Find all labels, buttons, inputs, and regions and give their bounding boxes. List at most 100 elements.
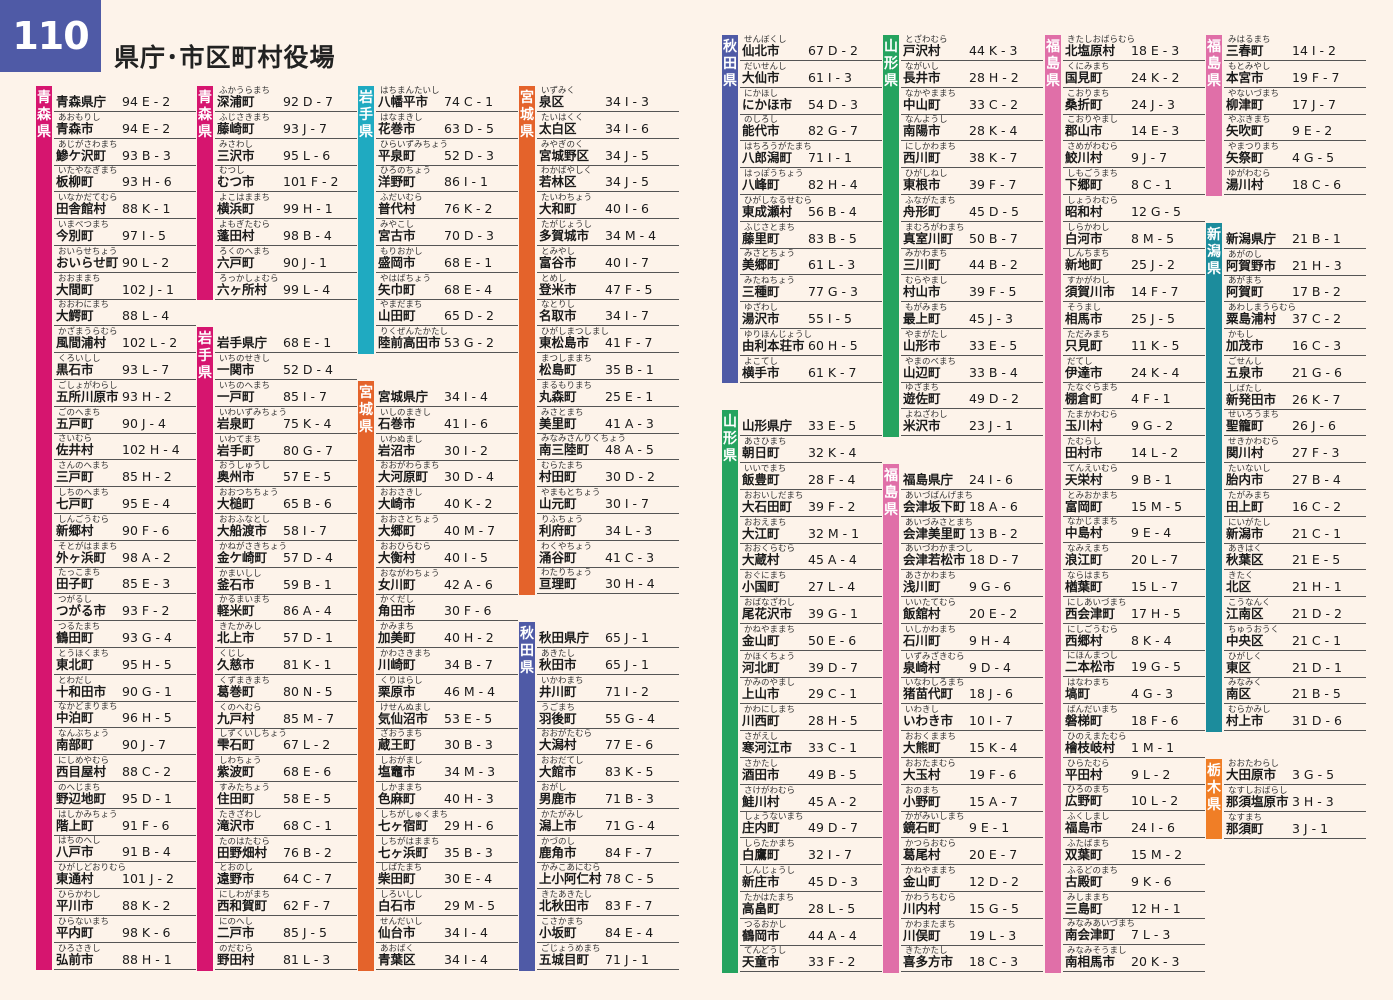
municipality-name: 九戸村 xyxy=(217,710,255,726)
map-grid-reference: 18 C - 3 xyxy=(969,954,1019,970)
municipality-name: 白河市 xyxy=(1065,230,1103,246)
prefecture-label: 栃木県 xyxy=(1207,763,1221,813)
furigana: もりおかし xyxy=(380,246,423,257)
municipality-entry: ひらかわし 平川市 88 K - 2 xyxy=(54,890,196,917)
row-divider xyxy=(54,459,196,461)
row-divider xyxy=(1224,462,1366,464)
map-grid-reference: 92 D - 7 xyxy=(283,94,333,109)
row-divider xyxy=(1063,810,1205,812)
municipality-name: 色麻町 xyxy=(378,791,416,806)
furigana: おおえまち xyxy=(744,517,787,528)
municipality-name: 矢祭町 xyxy=(1226,150,1264,166)
map-grid-reference: 19 L - 3 xyxy=(969,927,1017,943)
row-divider xyxy=(376,164,518,166)
row-divider xyxy=(537,808,679,809)
municipality-entry: ふじさきまち 藤崎町 93 J - 7 xyxy=(215,113,357,140)
municipality-name: 富谷市 xyxy=(539,254,577,270)
municipality-entry: ごしょがわらし 五所川原市 93 H - 2 xyxy=(54,381,196,408)
municipality-entry: いわきし いわき市 10 I - 7 xyxy=(901,705,1043,732)
map-grid-reference: 57 D - 4 xyxy=(283,549,333,565)
row-divider xyxy=(740,649,882,651)
municipality-entry: いなわしろまち 猪苗代町 18 J - 6 xyxy=(901,678,1043,705)
furigana: ふじさとまち xyxy=(744,222,796,233)
furigana: にしめやむら xyxy=(58,756,110,766)
map-grid-reference: 16 C - 2 xyxy=(1292,498,1342,514)
furigana: いちのせきし xyxy=(219,354,271,365)
row-divider xyxy=(215,352,357,354)
furigana: きたしおばらむら xyxy=(1067,35,1136,45)
furigana: そとがはままち xyxy=(58,541,118,552)
row-divider xyxy=(54,593,196,595)
municipality-entry: かみこあにむら 上小阿仁村 78 C - 5 xyxy=(537,863,679,890)
municipality-entry: しずくいしちょう 雫石町 67 L - 2 xyxy=(215,729,357,756)
municipality-name: 村山市 xyxy=(903,284,941,300)
furigana: おおさとちょう xyxy=(380,515,440,525)
map-grid-reference: 40 I - 6 xyxy=(605,201,649,217)
municipality-entry: たまかわむら 玉川村 9 G - 2 xyxy=(1063,410,1205,437)
map-grid-reference: 90 J - 1 xyxy=(283,254,327,270)
furigana: あきたし xyxy=(541,649,576,659)
row-divider xyxy=(54,915,196,916)
municipality-name: 宮城県庁 xyxy=(378,389,429,404)
furigana: わくやちょう xyxy=(541,541,593,552)
row-divider xyxy=(901,757,1043,758)
furigana: みやぎのく xyxy=(541,139,584,150)
row-divider xyxy=(901,864,1043,866)
furigana: いまべつまち xyxy=(58,220,110,230)
map-grid-reference: 44 A - 4 xyxy=(808,927,857,943)
municipality-name: 柳津町 xyxy=(1226,96,1264,112)
map-grid-reference: 18 D - 7 xyxy=(969,552,1019,568)
furigana: しおがまし xyxy=(380,756,423,767)
furigana: みさとちょう xyxy=(744,249,796,260)
municipality-name: 青葉区 xyxy=(378,951,416,967)
municipality-entry: たむらし 田村市 14 L - 2 xyxy=(1063,437,1205,464)
row-divider xyxy=(537,325,679,327)
furigana: かつらおむら xyxy=(905,839,957,850)
map-grid-reference: 7 L - 3 xyxy=(1131,927,1171,943)
municipality-name: 紫波町 xyxy=(217,764,255,780)
furigana: しんじょうし xyxy=(744,866,796,876)
row-divider xyxy=(1063,462,1205,463)
municipality-name: 秋葉区 xyxy=(1226,552,1264,568)
municipality-entry: こうなんく 江南区 21 D - 2 xyxy=(1224,598,1366,625)
row-divider xyxy=(537,539,679,541)
prefecture-band xyxy=(36,86,52,971)
municipality-entry: ろくのへまち 六戸町 90 J - 1 xyxy=(215,247,357,274)
furigana: おのまち xyxy=(905,785,940,796)
furigana: しんごうむら xyxy=(58,514,110,525)
furigana: いわてまち xyxy=(219,434,262,445)
municipality-entry: ふだいむら 普代村 76 K - 2 xyxy=(376,193,518,220)
furigana: いしかわまち xyxy=(905,624,957,635)
map-grid-reference: 24 K - 4 xyxy=(1131,364,1180,380)
row-divider xyxy=(215,915,357,917)
municipality-entry: かたがみし 潟上市 71 G - 4 xyxy=(537,810,679,837)
municipality-entry: みなみあいづまち 南会津町 7 L - 3 xyxy=(1063,919,1205,946)
municipality-entry: けせんぬまし 気仙沼市 53 E - 5 xyxy=(376,703,518,730)
municipality-name: 五所川原市 xyxy=(56,388,119,404)
prefecture-label: 青森県 xyxy=(37,90,51,140)
row-divider xyxy=(740,86,882,88)
map-grid-reference: 39 D - 7 xyxy=(808,659,858,675)
row-divider xyxy=(215,540,357,541)
furigana: あじがさわまち xyxy=(58,139,118,150)
municipality-name: 五城目町 xyxy=(539,951,590,967)
furigana: まるもりまち xyxy=(541,380,593,391)
municipality-entry: ひろのちょう 洋野町 86 I - 1 xyxy=(376,166,518,193)
prefecture-band xyxy=(722,410,738,974)
municipality-entry: こおりまち 桑折町 24 J - 3 xyxy=(1063,89,1205,116)
municipality-name: 舟形町 xyxy=(903,203,941,219)
row-divider xyxy=(215,754,357,756)
municipality-name: 登米市 xyxy=(539,281,577,297)
municipality-name: 大石田町 xyxy=(742,498,793,514)
municipality-entry: わたりちょう 亘理町 30 H - 4 xyxy=(537,568,679,595)
row-divider xyxy=(376,968,518,970)
municipality-name: 羽後町 xyxy=(539,710,577,726)
furigana: ひのえまたむら xyxy=(1067,731,1127,742)
map-grid-reference: 70 D - 3 xyxy=(444,228,494,243)
municipality-name: 気仙沼市 xyxy=(378,710,429,726)
furigana: たかはたまち xyxy=(744,892,795,903)
map-grid-reference: 21 H - 3 xyxy=(1292,257,1342,273)
municipality-entry: つがるし つがる市 93 F - 2 xyxy=(54,595,196,622)
row-divider xyxy=(1224,274,1366,276)
municipality-name: 田舎館村 xyxy=(56,201,107,217)
